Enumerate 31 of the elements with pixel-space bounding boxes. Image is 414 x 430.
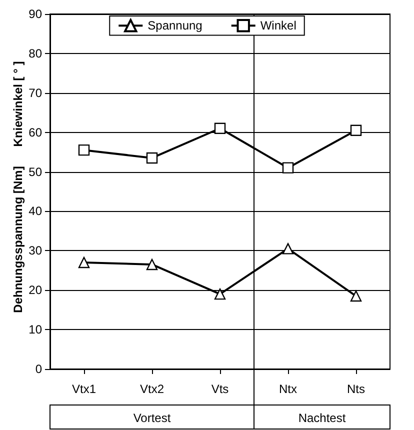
x-tick-label: Vtx1 — [72, 382, 96, 396]
point — [146, 258, 158, 270]
y-tick-label: 10 — [28, 322, 42, 337]
point — [78, 144, 90, 156]
legend-label: Winkel — [260, 18, 296, 33]
text: Nachtest — [298, 411, 346, 425]
point — [214, 288, 226, 300]
y-tick-label: 20 — [28, 283, 42, 298]
x-tick-label: Ntx — [279, 382, 297, 396]
x-tick-label: Vts — [211, 382, 229, 396]
point — [350, 124, 362, 136]
y-tick-label: 80 — [28, 46, 42, 60]
point — [350, 290, 362, 302]
y-tick-label: 50 — [28, 164, 42, 179]
point — [282, 162, 294, 174]
text: Kniewinkel [ ° ] — [11, 61, 25, 147]
y-tick-label: 60 — [28, 125, 42, 140]
y-tick-label: 30 — [28, 244, 42, 258]
y-tick-label: 40 — [28, 204, 42, 218]
point — [78, 256, 90, 268]
x-tick-label: Vtx2 — [140, 382, 164, 396]
point — [282, 243, 294, 254]
text: Vortest — [133, 411, 172, 425]
point — [146, 152, 158, 164]
x-tick-label: Nts — [347, 382, 365, 396]
point — [214, 122, 226, 134]
y-axis-title: Dehnungsspannung [Nm] — [11, 166, 25, 313]
y-tick-label: 90 — [28, 7, 42, 21]
legend-label: Spannung — [148, 18, 202, 33]
y-tick-label: 70 — [28, 86, 42, 100]
y-tick-label: 0 — [35, 362, 42, 376]
